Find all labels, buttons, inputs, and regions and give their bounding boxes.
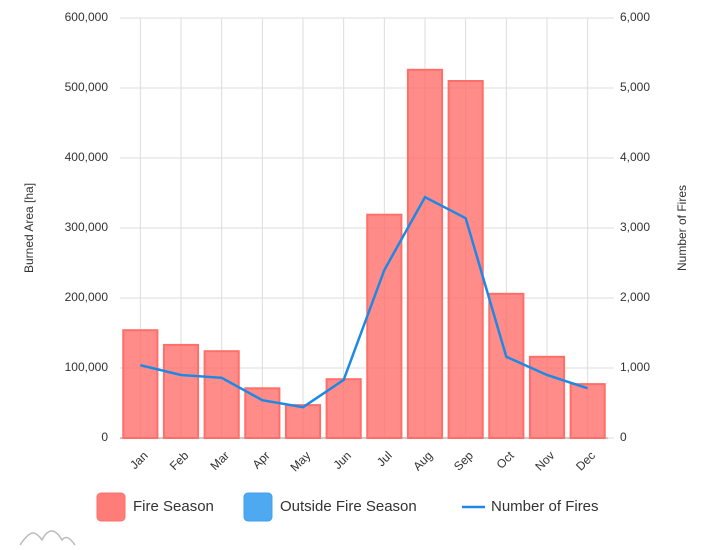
legend-label: Outside Fire Season — [280, 498, 417, 515]
bar — [406, 68, 444, 440]
x-tick-label: May — [287, 448, 313, 474]
bar — [284, 404, 322, 440]
y-tick-label: 100,000 — [65, 360, 109, 374]
y-tick-label: 400,000 — [65, 150, 109, 164]
x-tick-label: Jun — [330, 448, 354, 472]
legend-swatch — [96, 492, 126, 522]
x-tick-label: Nov — [532, 448, 557, 473]
y-tick-label: 300,000 — [65, 220, 109, 234]
bar — [244, 387, 281, 439]
y-axis-title: Burned Area [ha] — [22, 183, 36, 273]
y-tick-label: 200,000 — [65, 290, 109, 304]
line — [140, 195, 589, 409]
legend-label: Fire Season — [133, 498, 214, 515]
x-tick-label: Dec — [573, 448, 598, 473]
x-tick-label: Jan — [127, 448, 151, 472]
bar — [122, 329, 159, 440]
x-tick-label: Mar — [208, 448, 233, 473]
x-tick-label: Apr — [250, 448, 273, 471]
x-tick-label: Oct — [494, 448, 518, 472]
y-tick-label: 0 — [101, 430, 108, 444]
x-tick-label: Jul — [374, 448, 395, 469]
y-tick-label: 600,000 — [65, 10, 109, 24]
x-tick-label: Feb — [167, 448, 192, 473]
y2-tick-label: 3,000 — [620, 220, 650, 234]
bar — [162, 343, 200, 439]
bar — [569, 383, 606, 440]
y2-tick-label: 0 — [620, 430, 627, 444]
y2-tick-label: 6,000 — [620, 10, 650, 24]
legend-label: Number of Fires — [491, 498, 599, 515]
y2-tick-label: 5,000 — [620, 80, 650, 94]
logo — [19, 530, 76, 546]
y2-tick-label: 4,000 — [620, 150, 650, 164]
y-tick-label: 500,000 — [65, 80, 109, 94]
y2-tick-label: 2,000 — [620, 290, 650, 304]
x-tick-label: Sep — [451, 448, 476, 473]
y2-axis-title: Number of Fires — [675, 185, 689, 271]
x-tick-label: Aug — [410, 448, 435, 473]
bar — [203, 350, 240, 440]
y2-tick-label: 1,000 — [620, 360, 650, 374]
legend-swatch — [243, 492, 273, 522]
